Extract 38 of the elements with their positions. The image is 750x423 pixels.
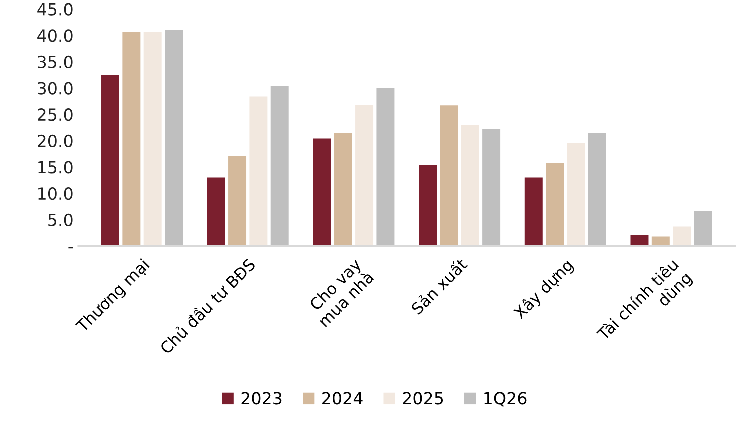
bar	[673, 226, 692, 246]
legend-label: 2023	[242, 392, 282, 405]
bar	[482, 129, 501, 246]
bar	[250, 96, 268, 246]
legend-label: 2025	[403, 392, 444, 405]
bar	[313, 138, 332, 246]
y-tick-label: 40.0	[38, 30, 73, 42]
bar	[419, 165, 438, 246]
bar	[228, 156, 247, 246]
bar	[334, 134, 352, 246]
bar	[694, 211, 712, 246]
y-tick-label: 15.0	[38, 161, 73, 174]
y-tick-label: 10.0	[38, 188, 73, 200]
bar	[440, 106, 458, 246]
bar	[356, 105, 374, 246]
legend-label: 1Q26	[484, 392, 527, 407]
bar	[207, 178, 226, 246]
bar	[122, 32, 141, 246]
y-tick-label: 30.0	[38, 82, 73, 95]
bar	[546, 163, 564, 246]
bar	[588, 134, 606, 246]
y-tick-label: 35.0	[38, 56, 73, 69]
bar	[461, 125, 480, 246]
bar	[652, 236, 670, 246]
bar	[270, 86, 289, 246]
y-tick-label: 20.0	[38, 134, 73, 148]
y-tick-label: 45.0	[38, 3, 73, 16]
bar	[165, 30, 184, 246]
y-tick-label: -	[68, 247, 74, 249]
y-tick-label: 5.0	[48, 214, 73, 226]
bar	[524, 178, 543, 246]
bar	[376, 88, 395, 246]
bar	[144, 32, 162, 246]
legend-label: 2024	[322, 392, 363, 405]
bar	[567, 143, 586, 246]
bar	[102, 75, 120, 246]
y-tick-label: 25.0	[38, 108, 73, 122]
bar	[630, 235, 649, 246]
